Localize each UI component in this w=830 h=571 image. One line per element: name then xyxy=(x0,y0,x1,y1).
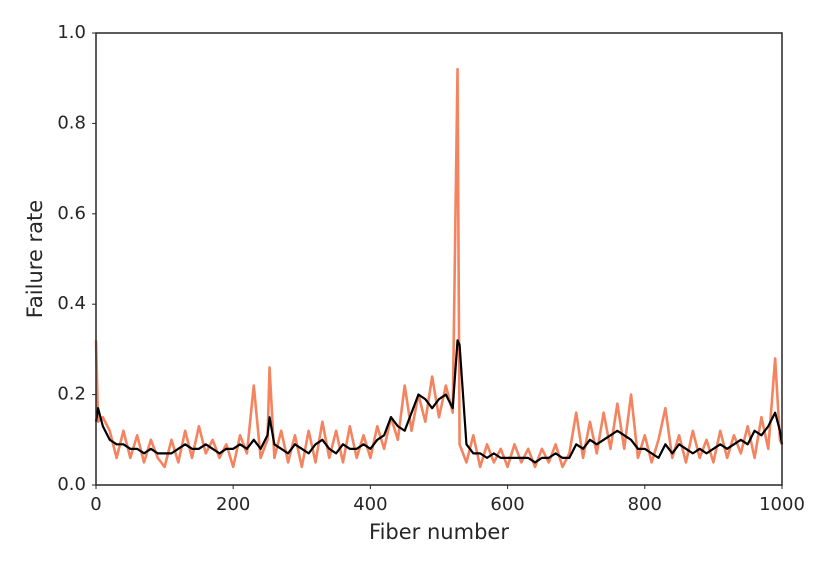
series-line xyxy=(94,67,784,469)
x-tick-label: 400 xyxy=(353,494,387,515)
y-tick-label: 0.0 xyxy=(57,474,86,495)
x-axis-label: Fiber number xyxy=(369,520,509,544)
y-tick-label: 0.8 xyxy=(57,112,86,133)
series-line xyxy=(94,339,784,464)
y-tick-label: 1.0 xyxy=(57,22,86,43)
x-tick-label: 1000 xyxy=(759,494,805,515)
plot-frame xyxy=(95,32,783,486)
x-tick-label: 200 xyxy=(216,494,250,515)
y-tick-label: 0.2 xyxy=(57,384,86,405)
y-tick-label: 0.4 xyxy=(57,293,86,314)
y-tick-label: 0.6 xyxy=(57,203,86,224)
x-tick-label: 600 xyxy=(490,494,524,515)
y-axis-label: Failure rate xyxy=(23,200,47,318)
x-tick-label: 0 xyxy=(90,494,101,515)
x-tick-label: 800 xyxy=(628,494,662,515)
